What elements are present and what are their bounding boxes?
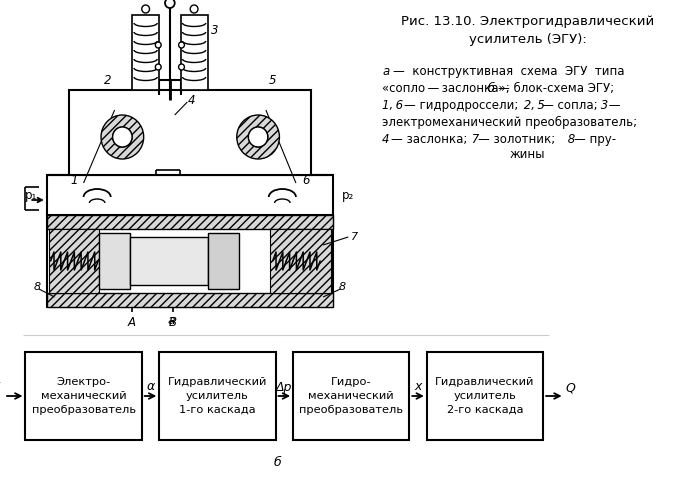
Text: 2: 2 xyxy=(104,74,111,87)
Text: электромеханический преобразователь;: электромеханический преобразователь; xyxy=(382,116,637,129)
Circle shape xyxy=(141,5,150,13)
Text: 8: 8 xyxy=(339,282,346,292)
Bar xyxy=(208,233,239,289)
Text: 7: 7 xyxy=(468,133,479,146)
Bar xyxy=(47,175,332,215)
Text: p₂: p₂ xyxy=(342,188,354,201)
Text: x: x xyxy=(414,380,422,393)
Text: 4: 4 xyxy=(382,133,390,146)
Text: B: B xyxy=(169,317,177,330)
Text: Гидравлический
усилитель
2-го каскада: Гидравлический усилитель 2-го каскада xyxy=(435,377,535,415)
Bar xyxy=(25,352,141,440)
Bar xyxy=(130,237,208,285)
Wedge shape xyxy=(101,115,144,159)
Bar xyxy=(47,215,332,307)
Text: 8: 8 xyxy=(564,133,575,146)
Circle shape xyxy=(178,42,184,48)
Text: A: A xyxy=(128,317,136,330)
Bar xyxy=(181,15,208,90)
Circle shape xyxy=(248,127,268,147)
Text: Электро-
механический
преобразователь: Электро- механический преобразователь xyxy=(32,377,136,415)
Circle shape xyxy=(155,42,161,48)
Text: 3: 3 xyxy=(211,24,218,36)
Circle shape xyxy=(165,0,175,8)
Text: Гидро-
механический
преобразователь: Гидро- механический преобразователь xyxy=(299,377,403,415)
Wedge shape xyxy=(237,115,279,159)
Text: 8: 8 xyxy=(34,282,41,292)
Text: — золотник;: — золотник; xyxy=(478,133,556,146)
Text: 7: 7 xyxy=(351,232,358,242)
Circle shape xyxy=(155,64,161,70)
Text: α: α xyxy=(146,380,155,393)
Text: — заслонка;: — заслонка; xyxy=(391,133,468,146)
Text: «сопло — заслонка»;: «сопло — заслонка»; xyxy=(382,82,510,95)
Text: 2, 5: 2, 5 xyxy=(520,99,545,112)
Bar xyxy=(427,352,543,440)
Text: 4: 4 xyxy=(188,93,195,106)
Text: Δp: Δp xyxy=(276,380,293,393)
Text: — пру-: — пру- xyxy=(574,133,616,146)
Bar xyxy=(132,15,159,90)
Text: — гидродроссели;: — гидродроссели; xyxy=(403,99,518,112)
Bar xyxy=(47,293,332,307)
Text: 1: 1 xyxy=(70,173,78,186)
Text: жины: жины xyxy=(510,148,545,161)
Text: Рис. 13.10. Электрогидравлический: Рис. 13.10. Электрогидравлический xyxy=(401,15,654,29)
Bar xyxy=(49,229,99,293)
Bar xyxy=(293,352,410,440)
Text: Гидравлический
усилитель
1-го каскада: Гидравлический усилитель 1-го каскада xyxy=(168,377,267,415)
Text: — сопла;: — сопла; xyxy=(542,99,598,112)
Text: Q: Q xyxy=(566,381,575,394)
Bar xyxy=(159,352,276,440)
Text: а: а xyxy=(382,65,389,78)
Bar xyxy=(47,215,332,229)
Text: —  конструктивная  схема  ЭГУ  типа: — конструктивная схема ЭГУ типа xyxy=(393,65,624,78)
Circle shape xyxy=(190,5,198,13)
Text: 5: 5 xyxy=(269,74,276,87)
Bar xyxy=(69,90,312,175)
Text: 1, 6: 1, 6 xyxy=(382,99,403,112)
Text: а: а xyxy=(167,314,174,327)
Text: б: б xyxy=(484,82,495,95)
Circle shape xyxy=(113,127,132,147)
Text: усилитель (ЭГУ):: усилитель (ЭГУ): xyxy=(469,33,587,46)
Text: — блок-схема ЭГУ;: — блок-схема ЭГУ; xyxy=(498,82,614,95)
Text: —: — xyxy=(606,99,621,112)
Bar xyxy=(99,233,130,289)
Text: б: б xyxy=(274,455,281,469)
Text: 3: 3 xyxy=(598,99,609,112)
Text: p₁: p₁ xyxy=(25,188,37,201)
Circle shape xyxy=(178,64,184,70)
Bar xyxy=(270,229,331,293)
Text: 6: 6 xyxy=(302,173,309,186)
